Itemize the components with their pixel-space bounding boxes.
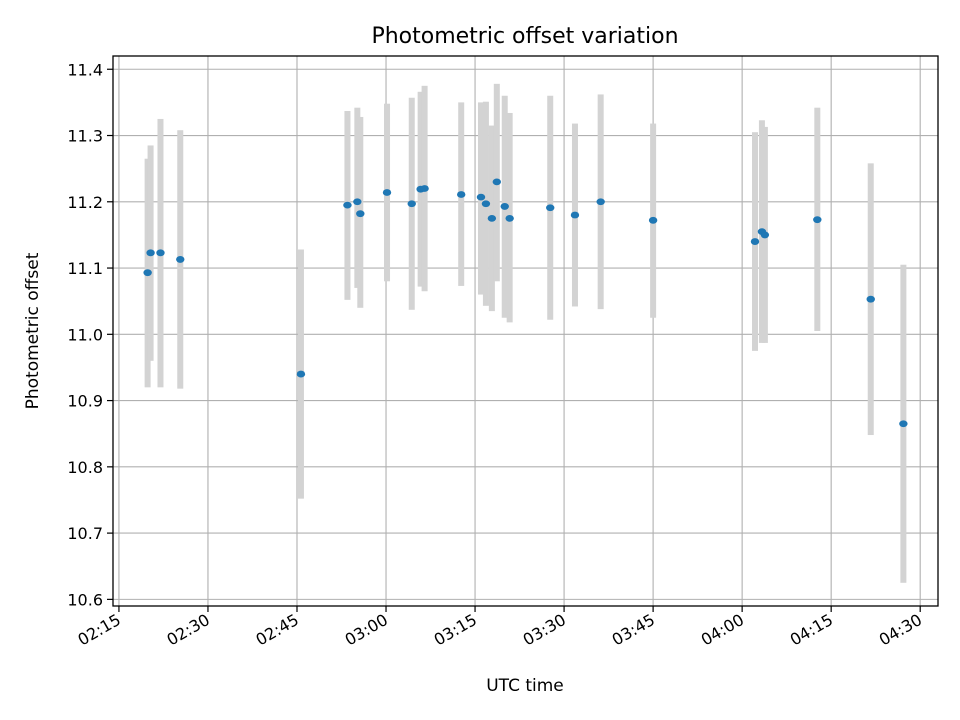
data-point: [296, 370, 306, 378]
data-point: [750, 238, 760, 245]
error-bars: [144, 83, 907, 583]
x-tick-label: 03:00: [342, 610, 391, 650]
x-axis-ticks: 02:15 02:30 02:45 03:00 03:15 03:30 03:45 04:00…: [75, 606, 925, 650]
data-point: [760, 231, 770, 239]
data-point: [382, 189, 392, 196]
x-axis-label: UTC time: [486, 676, 564, 696]
data-point: [176, 256, 185, 263]
plot-frame: [112, 55, 939, 607]
y-tick-label: 11.3: [67, 127, 103, 146]
data-point: [407, 200, 416, 208]
x-tick-label: 04:00: [698, 610, 747, 650]
data-point: [146, 249, 155, 257]
y-tick-label: 11.2: [67, 193, 103, 212]
data-point: [500, 203, 509, 210]
chart-title: Photometric offset variation: [371, 24, 678, 49]
grid-lines: [113, 56, 938, 606]
data-point: [570, 211, 580, 219]
x-tick-label: 02:30: [164, 610, 213, 650]
y-axis-ticks: 10.6 10.7 10.8 10.9 11.0 11.1 11.2 11.3 11.4: [67, 60, 113, 609]
y-tick-label: 10.8: [67, 458, 103, 477]
x-tick-label: 03:45: [609, 610, 658, 650]
data-point: [648, 216, 658, 224]
x-tick-label: 02:15: [75, 610, 124, 650]
data-point: [866, 295, 875, 303]
x-tick-label: 02:45: [253, 610, 302, 650]
data-point: [505, 214, 514, 222]
data-point: [546, 204, 555, 212]
data-point: [492, 178, 502, 186]
x-tick-label: 04:15: [787, 610, 836, 650]
y-tick-label: 10.9: [67, 392, 103, 411]
x-tick-label: 03:30: [520, 610, 569, 650]
data-point: [356, 210, 365, 218]
data-point: [481, 200, 491, 208]
data-point: [487, 214, 497, 222]
data-point: [457, 191, 466, 198]
data-point: [156, 249, 165, 257]
y-tick-label: 11.1: [67, 259, 103, 278]
y-tick-label: 11.4: [67, 60, 103, 79]
data-points: [143, 178, 908, 428]
data-point: [813, 216, 822, 224]
x-tick-label: 03:15: [431, 610, 480, 650]
x-tick-label: 04:30: [876, 610, 925, 650]
data-point: [343, 201, 352, 209]
data-point: [143, 269, 152, 277]
data-point: [476, 193, 486, 201]
data-point: [353, 198, 362, 206]
y-axis-label: Photometric offset: [23, 252, 43, 409]
data-point: [899, 420, 908, 428]
y-tick-label: 10.6: [67, 590, 103, 609]
data-point: [420, 185, 429, 192]
y-tick-label: 10.7: [67, 524, 103, 543]
y-tick-label: 11.0: [67, 325, 103, 344]
data-point: [596, 198, 605, 206]
